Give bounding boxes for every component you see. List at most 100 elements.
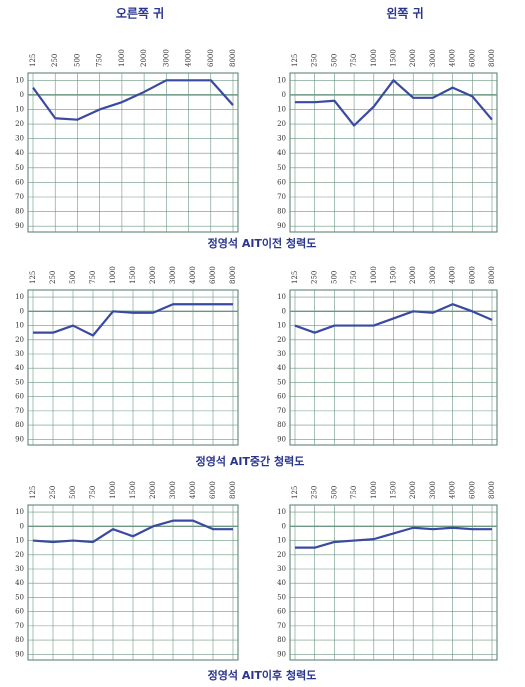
x-tick-label: 2000 (409, 481, 417, 499)
x-tick-label: 500 (330, 54, 338, 67)
y-tick-label: 90 (15, 650, 24, 658)
y-tick-label: 90 (277, 222, 286, 230)
y-tick-label: 50 (277, 593, 286, 601)
y-tick-label: 40 (15, 579, 24, 587)
x-tick-label: 2000 (409, 266, 417, 284)
x-tick-label: 3000 (429, 481, 437, 499)
x-tick-label: 8000 (488, 266, 496, 284)
x-tick-label: 2000 (140, 49, 148, 67)
x-tick-label: 125 (291, 271, 299, 284)
y-tick-label: 10 (15, 105, 24, 113)
x-tick-label: 125 (29, 486, 37, 499)
y-tick-label: 20 (15, 336, 24, 344)
y-tick-label: 50 (15, 164, 24, 172)
hearing-line (32, 519, 233, 544)
x-tick-label: 500 (330, 271, 338, 284)
x-tick-label: 1500 (129, 266, 137, 284)
hearing-line (32, 79, 234, 121)
y-tick-label: 80 (277, 208, 286, 216)
x-tick-label: 1000 (370, 481, 378, 499)
x-tick-label: 4000 (449, 49, 457, 67)
y-tick-label: 40 (277, 579, 286, 587)
x-tick-label: 1000 (118, 49, 126, 67)
y-tick-label: 50 (277, 378, 286, 386)
x-tick-label: 500 (69, 486, 77, 499)
x-tick-label: 250 (311, 54, 319, 67)
x-tick-label: 750 (89, 271, 97, 284)
hearing-line (295, 526, 492, 549)
y-tick-label: 20 (277, 336, 286, 344)
x-tick-label: 250 (49, 486, 57, 499)
y-tick-label: 30 (15, 565, 24, 573)
column-title: 왼쪽 귀 (386, 6, 423, 21)
x-tick-label: 8000 (229, 266, 237, 284)
y-tick-label: 30 (277, 135, 286, 143)
x-tick-label: 2000 (409, 49, 417, 67)
x-tick-label: 750 (350, 271, 358, 284)
y-tick-label: 90 (277, 650, 286, 658)
y-tick-label: 70 (277, 193, 286, 201)
y-tick-label: 10 (277, 537, 286, 545)
x-tick-label: 1000 (109, 266, 117, 284)
x-tick-label: 3000 (169, 266, 177, 284)
x-tick-label: 2000 (149, 481, 157, 499)
x-tick-label: 4000 (185, 49, 193, 67)
y-tick-label: 30 (277, 565, 286, 573)
x-tick-label: 125 (291, 54, 299, 67)
y-tick-label: 40 (15, 364, 24, 372)
x-tick-label: 8000 (229, 49, 237, 67)
x-tick-label: 250 (311, 271, 319, 284)
x-tick-label: 500 (73, 54, 81, 67)
y-tick-label: 80 (15, 208, 24, 216)
y-tick-label: 80 (15, 421, 24, 429)
y-tick-label: 10 (277, 76, 286, 84)
y-tick-label: 40 (277, 364, 286, 372)
y-tick-label: 50 (15, 378, 24, 386)
y-tick-label: 10 (277, 322, 286, 330)
y-tick-label: 30 (15, 350, 24, 358)
caption: 정영석 AIT중간 청력도 (196, 454, 305, 468)
y-tick-label: 40 (15, 149, 24, 157)
y-tick-label: 60 (277, 393, 286, 401)
x-tick-label: 3000 (429, 49, 437, 67)
y-tick-label: 10 (277, 508, 286, 516)
y-tick-label: 60 (277, 178, 286, 186)
x-tick-label: 3000 (162, 49, 170, 67)
x-tick-label: 125 (29, 54, 37, 67)
y-tick-label: 0 (20, 91, 24, 99)
y-tick-label: 80 (277, 421, 286, 429)
y-tick-label: 0 (20, 307, 24, 315)
y-tick-label: 10 (15, 537, 24, 545)
y-tick-label: 70 (277, 622, 286, 630)
x-tick-label: 6000 (209, 266, 217, 284)
y-tick-label: 30 (277, 350, 286, 358)
x-tick-label: 4000 (449, 266, 457, 284)
x-tick-label: 3000 (169, 481, 177, 499)
x-tick-label: 125 (29, 271, 37, 284)
y-tick-label: 80 (277, 636, 286, 644)
x-tick-label: 4000 (449, 481, 457, 499)
y-tick-label: 80 (15, 636, 24, 644)
hearing-line (294, 303, 493, 334)
x-tick-label: 6000 (207, 49, 215, 67)
y-tick-label: 10 (277, 105, 286, 113)
x-tick-label: 6000 (209, 481, 217, 499)
y-tick-label: 50 (277, 164, 286, 172)
y-tick-label: 0 (282, 307, 286, 315)
x-tick-label: 6000 (468, 266, 476, 284)
y-tick-label: 90 (15, 222, 24, 230)
caption: 정영석 AIT이전 청력도 (208, 236, 317, 250)
y-tick-label: 20 (15, 551, 24, 559)
x-tick-label: 1000 (370, 266, 378, 284)
x-tick-label: 4000 (189, 481, 197, 499)
y-tick-label: 60 (15, 608, 24, 616)
x-tick-label: 6000 (468, 481, 476, 499)
y-tick-label: 20 (15, 120, 24, 128)
column-title: 오른쪽 귀 (116, 6, 164, 21)
y-tick-label: 20 (277, 551, 286, 559)
y-tick-label: 0 (20, 522, 24, 530)
x-tick-label: 500 (330, 486, 338, 499)
x-tick-label: 250 (51, 54, 59, 67)
x-tick-label: 1000 (109, 481, 117, 499)
